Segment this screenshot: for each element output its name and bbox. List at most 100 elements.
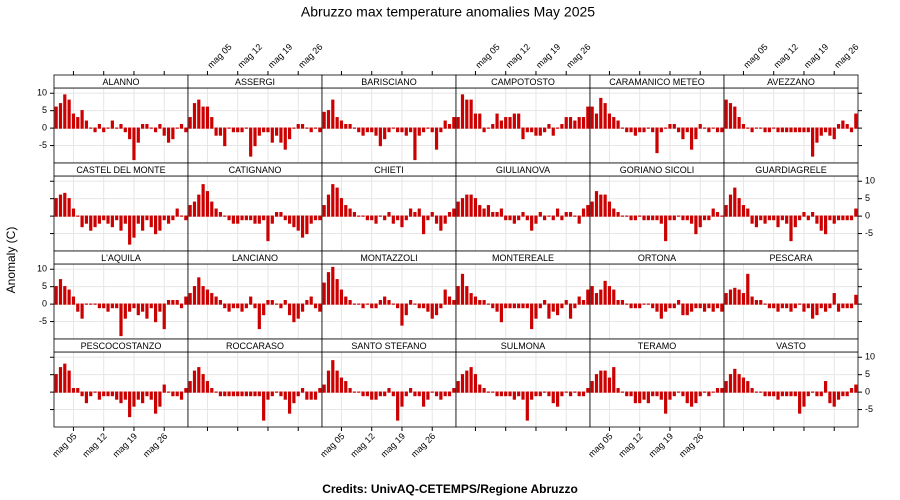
bar xyxy=(119,124,123,129)
bar xyxy=(313,215,318,221)
bar xyxy=(707,303,711,309)
bar xyxy=(93,127,97,133)
bar xyxy=(815,127,819,143)
bar xyxy=(806,303,810,309)
bar xyxy=(400,127,404,133)
bar xyxy=(823,215,828,235)
bar xyxy=(603,370,607,393)
bar xyxy=(361,303,365,309)
bar xyxy=(149,215,153,228)
bar xyxy=(400,215,404,228)
y-tick-label: 0 xyxy=(865,210,870,220)
bar xyxy=(417,208,421,217)
bar xyxy=(110,303,114,309)
bar xyxy=(67,99,71,129)
bar xyxy=(171,127,175,140)
bar xyxy=(443,120,447,129)
bar xyxy=(543,127,547,133)
bar xyxy=(115,215,119,221)
bar xyxy=(166,215,171,224)
bar xyxy=(439,303,443,309)
panel xyxy=(724,88,858,163)
bar xyxy=(555,303,560,316)
bar xyxy=(651,303,655,309)
bar xyxy=(538,303,542,309)
bar xyxy=(348,388,352,393)
bar xyxy=(607,113,612,129)
bar xyxy=(434,303,439,316)
bar xyxy=(305,127,309,129)
bar xyxy=(460,198,465,217)
strip-label: LANCIANO xyxy=(232,253,278,263)
bar xyxy=(642,303,646,305)
bar xyxy=(819,391,823,397)
bar xyxy=(625,127,629,133)
bar xyxy=(309,296,313,305)
bar xyxy=(698,391,702,397)
bar xyxy=(620,300,625,305)
bar xyxy=(80,110,84,129)
strip-label: ALANNO xyxy=(102,77,139,87)
bar xyxy=(772,391,776,397)
bar xyxy=(607,286,612,305)
bar xyxy=(577,391,581,397)
bar xyxy=(149,127,153,129)
bar xyxy=(201,374,205,393)
bar xyxy=(240,391,244,397)
bar xyxy=(841,120,845,129)
bar xyxy=(283,127,287,150)
bar xyxy=(421,303,426,309)
bar xyxy=(530,127,534,133)
bar xyxy=(326,110,331,129)
bar xyxy=(750,388,754,393)
bar xyxy=(746,127,750,129)
bar xyxy=(223,303,227,309)
bar xyxy=(577,296,581,305)
bar xyxy=(387,300,391,305)
bar xyxy=(205,381,210,393)
bar xyxy=(525,215,529,221)
bar xyxy=(763,391,767,397)
bar xyxy=(793,303,797,309)
bar xyxy=(439,215,443,231)
bar xyxy=(275,127,279,136)
bar xyxy=(767,303,771,309)
bar xyxy=(633,303,637,309)
strip-label: PESCARA xyxy=(769,253,812,263)
strip-label: CATIGNANO xyxy=(229,165,282,175)
y-tick-label: 5 xyxy=(865,193,870,203)
bar xyxy=(361,127,365,136)
bar xyxy=(555,127,560,129)
bar xyxy=(564,300,568,305)
bar xyxy=(672,391,676,397)
bar xyxy=(694,391,698,404)
bar xyxy=(175,391,179,397)
bar xyxy=(659,391,663,400)
bar xyxy=(508,303,512,309)
bar xyxy=(668,215,672,221)
bar xyxy=(767,215,771,221)
bar xyxy=(374,391,378,400)
strip-label: SULMONA xyxy=(501,341,546,351)
bar xyxy=(646,127,650,129)
bar xyxy=(136,127,140,143)
bar xyxy=(430,391,434,393)
bar xyxy=(188,381,192,393)
bar xyxy=(845,215,849,221)
bar xyxy=(158,215,162,231)
bar xyxy=(352,127,357,129)
bar xyxy=(754,215,759,228)
bar xyxy=(153,391,158,414)
bar xyxy=(711,208,715,217)
bar xyxy=(296,303,300,319)
bar xyxy=(257,391,261,397)
bar xyxy=(300,215,305,238)
bar xyxy=(720,303,724,312)
bar xyxy=(832,293,836,305)
bar xyxy=(849,215,854,221)
bar xyxy=(819,215,823,231)
bar xyxy=(344,205,348,217)
bar xyxy=(534,303,538,319)
bar xyxy=(620,127,625,129)
